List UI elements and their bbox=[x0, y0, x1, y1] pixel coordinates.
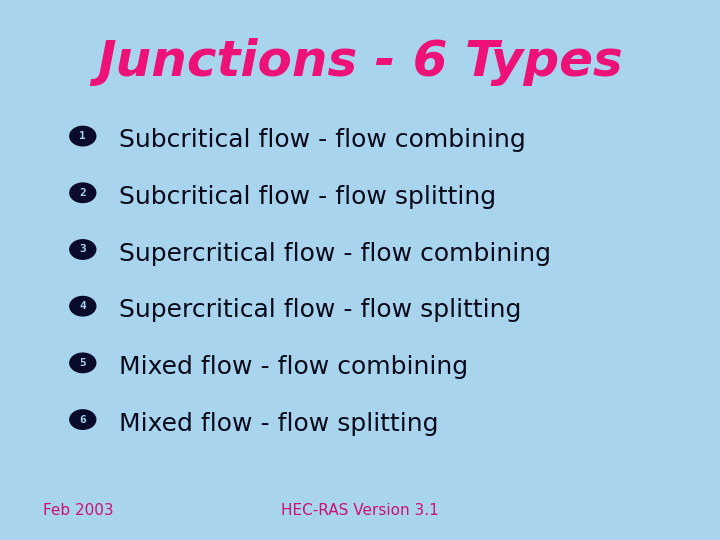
Text: 1: 1 bbox=[79, 131, 86, 141]
Text: HEC-RAS Version 3.1: HEC-RAS Version 3.1 bbox=[281, 503, 439, 518]
Circle shape bbox=[70, 240, 96, 259]
Circle shape bbox=[70, 126, 96, 146]
Circle shape bbox=[70, 183, 96, 202]
Text: 2: 2 bbox=[79, 188, 86, 198]
Text: 6: 6 bbox=[79, 415, 86, 424]
Text: Mixed flow - flow combining: Mixed flow - flow combining bbox=[119, 355, 468, 379]
Text: Subcritical flow - flow splitting: Subcritical flow - flow splitting bbox=[119, 185, 496, 209]
Circle shape bbox=[70, 296, 96, 316]
Text: Junctions - 6 Types: Junctions - 6 Types bbox=[97, 38, 623, 86]
Circle shape bbox=[70, 410, 96, 429]
Text: Feb 2003: Feb 2003 bbox=[43, 503, 114, 518]
Text: Supercritical flow - flow combining: Supercritical flow - flow combining bbox=[119, 242, 551, 266]
Text: 4: 4 bbox=[79, 301, 86, 311]
Text: Mixed flow - flow splitting: Mixed flow - flow splitting bbox=[119, 412, 438, 436]
Text: Subcritical flow - flow combining: Subcritical flow - flow combining bbox=[119, 129, 526, 152]
Circle shape bbox=[70, 353, 96, 373]
Text: 5: 5 bbox=[79, 358, 86, 368]
Text: Supercritical flow - flow splitting: Supercritical flow - flow splitting bbox=[119, 299, 521, 322]
Text: 3: 3 bbox=[79, 245, 86, 254]
